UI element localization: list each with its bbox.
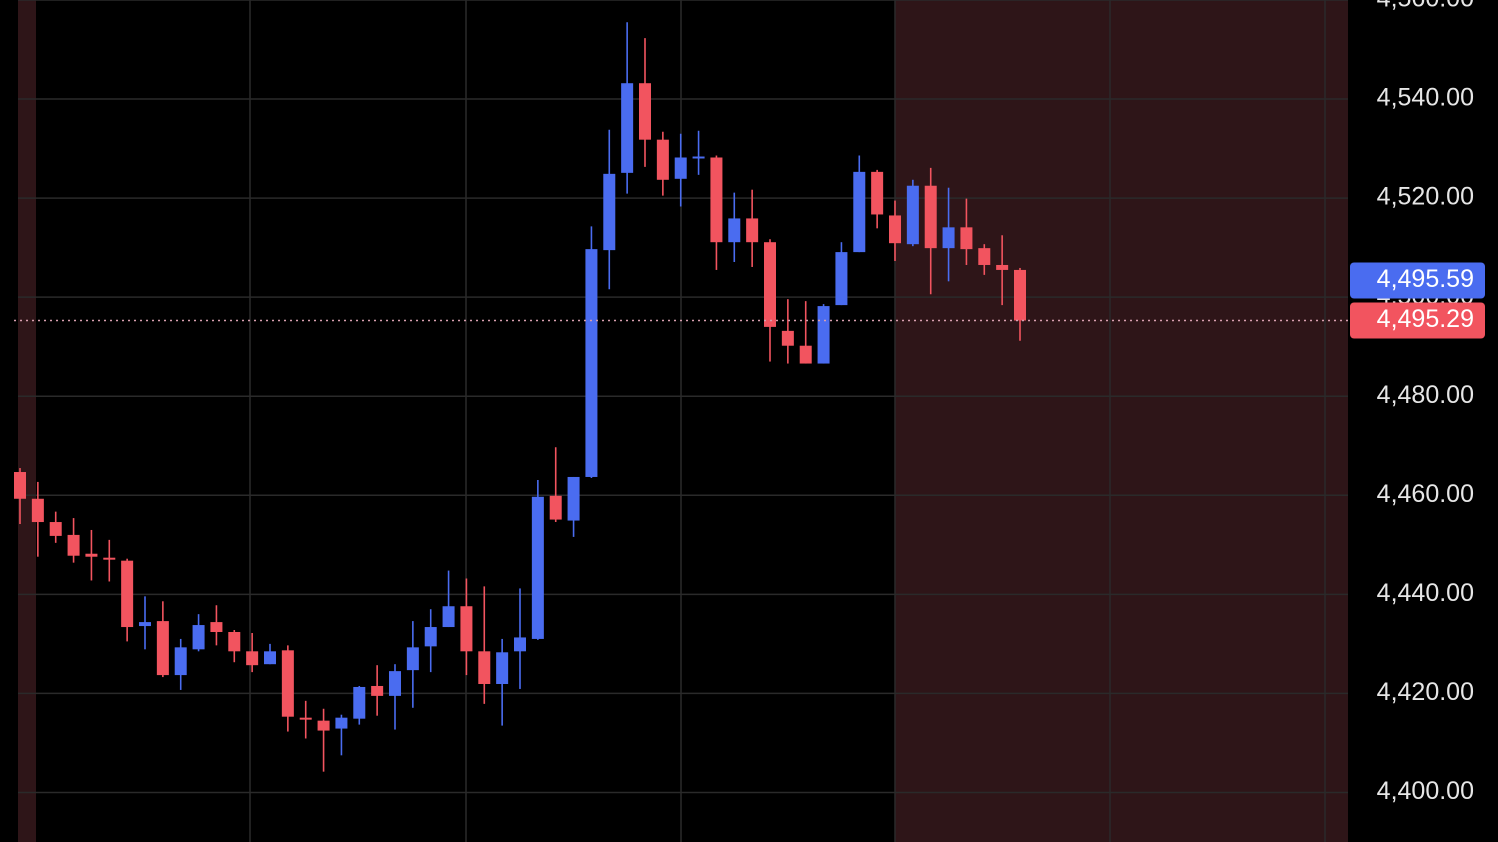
candle-body	[174, 647, 187, 676]
price-label: 4,495.29	[1377, 305, 1474, 333]
y-tick-label: 4,440.00	[1377, 579, 1474, 607]
candle-body	[764, 242, 776, 327]
candle-body	[531, 496, 544, 639]
candle-body	[371, 685, 384, 696]
candle-body	[103, 557, 116, 560]
candle-body	[317, 720, 330, 731]
candle-body	[460, 606, 473, 652]
candle-body	[353, 686, 366, 719]
candle-body	[389, 671, 401, 696]
candle-body	[496, 652, 509, 685]
candle-body	[567, 476, 580, 521]
candle-body	[621, 83, 634, 173]
candle-body	[335, 717, 348, 729]
y-tick-label: 4,560.00	[1377, 0, 1474, 13]
candle-body	[639, 83, 651, 140]
candle-body	[781, 330, 794, 346]
candle-body	[603, 173, 616, 251]
candle-body	[942, 227, 955, 249]
candle-body	[835, 252, 848, 306]
candle-body	[817, 306, 830, 364]
candle-body	[67, 534, 80, 556]
candle-body	[139, 622, 151, 627]
candle-body	[585, 249, 598, 477]
candle-body	[871, 171, 884, 215]
candle-body	[889, 215, 901, 244]
candle-body	[728, 218, 741, 243]
candle-body	[121, 560, 134, 628]
price-label: 4,495.59	[1377, 265, 1474, 293]
candle-body	[406, 647, 419, 671]
candle-body	[549, 495, 562, 520]
candle-body	[514, 637, 526, 652]
candle-body	[853, 171, 866, 253]
candle-body	[85, 553, 98, 557]
price-axis	[1348, 0, 1498, 842]
y-tick-label: 4,520.00	[1377, 183, 1474, 211]
candle-body	[746, 218, 759, 243]
price-label-box	[1350, 262, 1485, 299]
y-tick-label: 4,420.00	[1377, 678, 1474, 706]
candle-body	[799, 345, 812, 364]
y-tick-label: 4,480.00	[1377, 381, 1474, 409]
candle-body	[978, 248, 991, 265]
candle-body	[924, 185, 937, 249]
price-label-box	[1350, 302, 1485, 339]
candle-body	[656, 139, 669, 180]
candle-body	[299, 717, 312, 720]
y-tick-label: 4,460.00	[1377, 480, 1474, 508]
session-shade	[895, 0, 1348, 842]
candle-body	[710, 157, 723, 243]
candle-body	[424, 627, 437, 647]
candle-body	[692, 156, 705, 159]
y-tick-label: 4,540.00	[1377, 84, 1474, 112]
candle-body	[31, 498, 44, 523]
candle-body	[674, 157, 687, 179]
y-tick-label: 4,400.00	[1377, 777, 1474, 805]
candle-body	[1014, 269, 1026, 321]
candle-body	[192, 625, 205, 650]
candle-body	[228, 631, 241, 652]
candle-body	[996, 264, 1009, 270]
candle-body	[264, 651, 276, 665]
candle-body	[246, 651, 259, 666]
candle-body	[49, 522, 62, 536]
candle-body	[478, 651, 491, 685]
candle-body	[960, 227, 973, 250]
candle-body	[14, 472, 26, 499]
candle-body	[210, 622, 223, 632]
candle-body	[156, 621, 169, 676]
candle-body	[906, 185, 919, 245]
candle-body	[281, 650, 294, 717]
session-shade	[18, 0, 36, 842]
candle-body	[442, 606, 455, 628]
